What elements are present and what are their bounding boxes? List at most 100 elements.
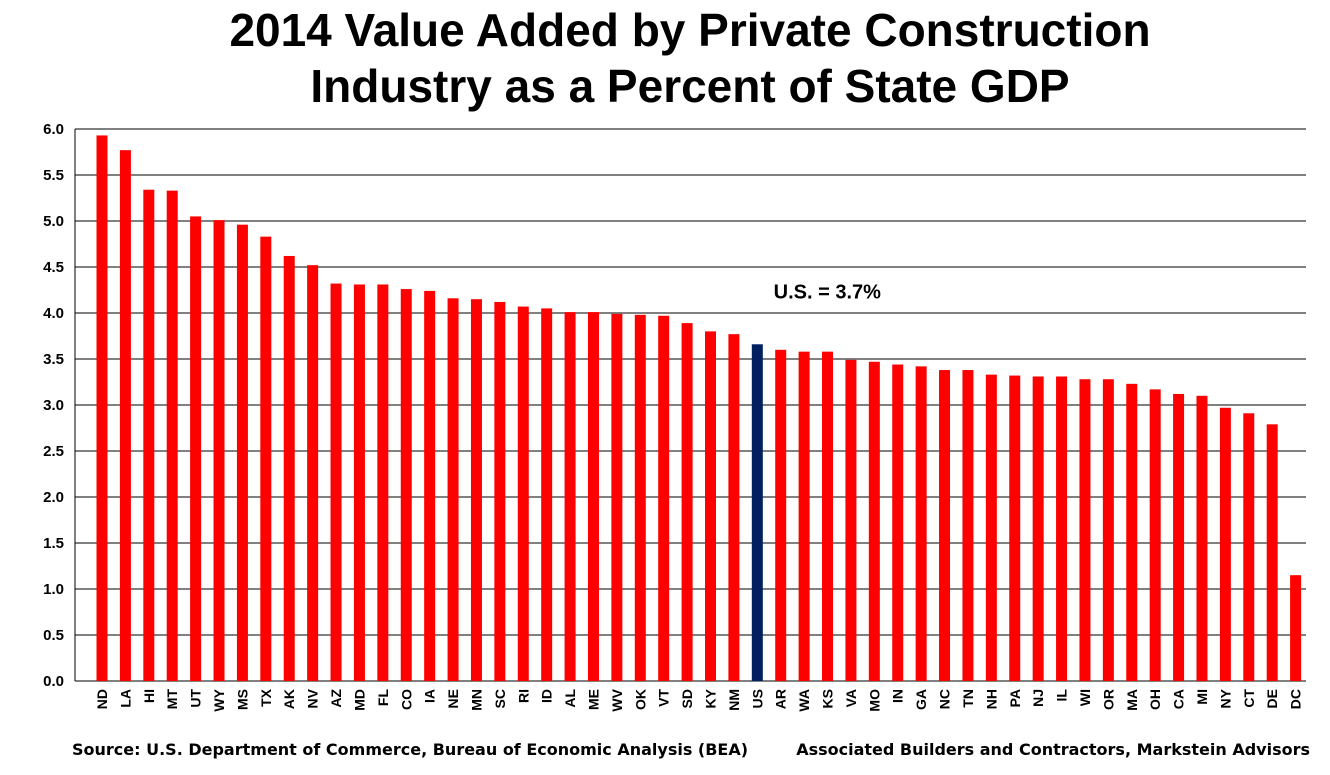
bar-vt — [658, 315, 670, 681]
x-tick-label: AR — [773, 689, 789, 709]
bar-wi — [1079, 379, 1091, 681]
bar-nh — [985, 374, 997, 681]
x-tick-label: CA — [1171, 689, 1187, 709]
bar-fl — [377, 284, 389, 681]
x-tick-label: SD — [679, 689, 695, 708]
bar-nd — [96, 135, 108, 681]
x-tick-label: TN — [960, 689, 976, 708]
x-tick-label: US — [749, 689, 765, 708]
x-tick-label: AK — [281, 689, 297, 709]
y-tick-label: 2.5 — [43, 443, 64, 460]
bar-ca — [1173, 393, 1185, 681]
x-tick-label: WV — [609, 688, 625, 711]
bar-al — [564, 312, 576, 681]
bar-tn — [962, 370, 974, 681]
x-tick-label: NY — [1217, 688, 1233, 708]
y-tick-label: 0.5 — [43, 627, 64, 644]
bar-az — [330, 283, 342, 681]
credit-note: Associated Builders and Contractors, Mar… — [796, 740, 1310, 759]
x-tick-label: GA — [913, 689, 929, 710]
bar-ct — [1243, 413, 1255, 681]
x-tick-label: IL — [1054, 689, 1070, 702]
bar-de — [1266, 424, 1278, 681]
y-tick-label: 1.0 — [43, 581, 64, 598]
x-tick-label: NH — [983, 689, 999, 709]
bar-ma — [1126, 383, 1138, 681]
y-tick-label: 4.5 — [43, 259, 64, 276]
bar-mo — [868, 361, 880, 681]
x-tick-label: OR — [1100, 689, 1116, 710]
source-note: Source: U.S. Department of Commerce, Bur… — [72, 740, 749, 759]
bar-ar — [775, 349, 787, 681]
bar-md — [353, 284, 365, 681]
x-tick-label: IN — [890, 689, 906, 703]
bar-ok — [634, 314, 646, 681]
bar-dc — [1290, 575, 1302, 681]
bar-co — [400, 289, 412, 681]
x-tick-label: VT — [656, 689, 672, 707]
x-tick-label: MO — [866, 689, 882, 712]
x-tick-label: FL — [375, 689, 391, 707]
y-tick-label: 6.0 — [43, 121, 64, 138]
bar-tx — [260, 236, 272, 681]
bar-ms — [236, 224, 248, 681]
bar-va — [845, 359, 857, 681]
bar-ia — [424, 290, 436, 681]
x-tick-label: AZ — [328, 689, 344, 708]
y-axis-ticks: 0.0 0.5 1.0 1.5 2.0 2.5 3.0 3.5 4.0 4.5 5.0 5.5 6.0 — [43, 121, 64, 690]
y-tick-label: 0.0 — [43, 673, 64, 690]
x-tick-label: AL — [562, 689, 578, 708]
bar-ak — [283, 255, 295, 681]
x-tick-label: IA — [422, 689, 438, 703]
x-tick-label: MS — [234, 689, 250, 710]
x-tick-label: WI — [1077, 689, 1093, 706]
x-tick-label: UT — [188, 689, 204, 708]
x-tick-label: MI — [1194, 689, 1210, 705]
bar-sc — [494, 301, 506, 681]
y-tick-label: 1.5 — [43, 535, 64, 552]
x-tick-label: OH — [1147, 689, 1163, 710]
bar-nm — [728, 334, 740, 681]
x-tick-label: MD — [351, 689, 367, 711]
x-tick-label: MA — [1124, 689, 1140, 711]
y-tick-label: 5.0 — [43, 213, 64, 230]
bar-la — [119, 150, 131, 681]
x-tick-label: TX — [258, 688, 274, 707]
bar-oh — [1149, 389, 1161, 681]
x-tick-label: ND — [94, 689, 110, 709]
bar-hi — [143, 189, 155, 681]
bar-mi — [1196, 395, 1208, 681]
x-tick-label: MT — [164, 689, 180, 710]
y-tick-label: 3.5 — [43, 351, 64, 368]
x-tick-label: DC — [1288, 689, 1304, 709]
x-tick-label: NJ — [1030, 689, 1046, 707]
x-tick-label: LA — [117, 689, 133, 708]
bar-me — [587, 312, 599, 681]
bar-sd — [681, 323, 693, 681]
us-average-annotation: U.S. = 3.7% — [774, 281, 881, 303]
x-axis-ticks: ND LA HI MT UT WY MS TX AK NV AZ MD FL CO IA NE MN SC RI ID… — [94, 688, 1304, 711]
chart-title: 2014 Value Added by Private Construction… — [0, 2, 1330, 114]
x-tick-label: WY — [211, 688, 227, 711]
x-tick-label: CT — [1241, 689, 1257, 708]
y-tick-label: 4.0 — [43, 305, 64, 322]
bar-mn — [470, 299, 482, 681]
x-tick-label: ID — [539, 689, 555, 703]
bar-nj — [1032, 376, 1044, 681]
bar-mt — [166, 190, 178, 681]
bar-nv — [307, 265, 319, 681]
x-tick-label: PA — [1007, 689, 1023, 707]
x-tick-label: RI — [515, 689, 531, 703]
bar-pa — [1009, 375, 1021, 681]
chart-title-line-2: Industry as a Percent of State GDP — [310, 60, 1070, 112]
bar-ky — [705, 331, 716, 681]
x-tick-label: NM — [726, 689, 742, 711]
x-tick-label: NC — [937, 689, 953, 709]
x-tick-label: CO — [398, 689, 414, 710]
bar-id — [541, 308, 553, 681]
y-tick-label: 5.5 — [43, 167, 64, 184]
chart-title-line-1: 2014 Value Added by Private Construction — [229, 4, 1151, 56]
bar-ga — [915, 366, 927, 681]
bar-in — [892, 364, 904, 681]
